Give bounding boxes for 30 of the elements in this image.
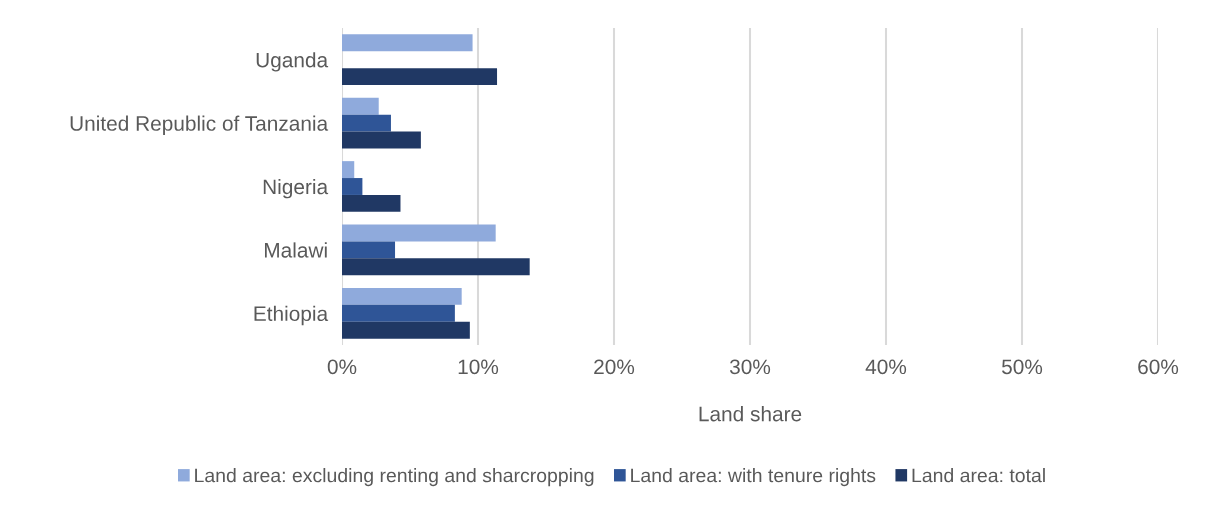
y-tick-label: Nigeria [263, 178, 329, 199]
bar [342, 321, 470, 339]
bar [342, 68, 498, 86]
y-tick-label: Uganda [256, 52, 329, 72]
x-tick-label: 60% [1138, 359, 1179, 375]
bar [342, 34, 473, 52]
bar [342, 161, 355, 179]
x-tick-label: 50% [1001, 359, 1043, 375]
legend-label: Land area: with tenure rights [631, 468, 876, 487]
x-axis-title: Land share [699, 406, 802, 422]
y-tick-label: Malawi [264, 242, 327, 258]
x-tick-label: 30% [729, 359, 771, 375]
legend-label: Land area: excluding renting and sharcropping [195, 468, 594, 487]
bar [342, 258, 530, 276]
bar [342, 114, 391, 132]
x-tick-label: 20% [594, 359, 635, 375]
bar [342, 241, 396, 259]
bar [342, 287, 462, 305]
bar [342, 97, 379, 115]
y-tick-label: Ethiopia [254, 305, 329, 326]
y-tick-label: United Republic of Tanzania [70, 115, 329, 135]
bar [342, 224, 496, 242]
x-tick-label: 10% [458, 359, 499, 375]
bar [342, 194, 401, 212]
x-tick-label: 40% [865, 359, 907, 375]
bar [342, 131, 421, 149]
legend-label: Land area: total [912, 468, 1045, 483]
bar [342, 178, 363, 195]
x-tick-label: 0% [327, 359, 357, 375]
bar [342, 304, 455, 322]
